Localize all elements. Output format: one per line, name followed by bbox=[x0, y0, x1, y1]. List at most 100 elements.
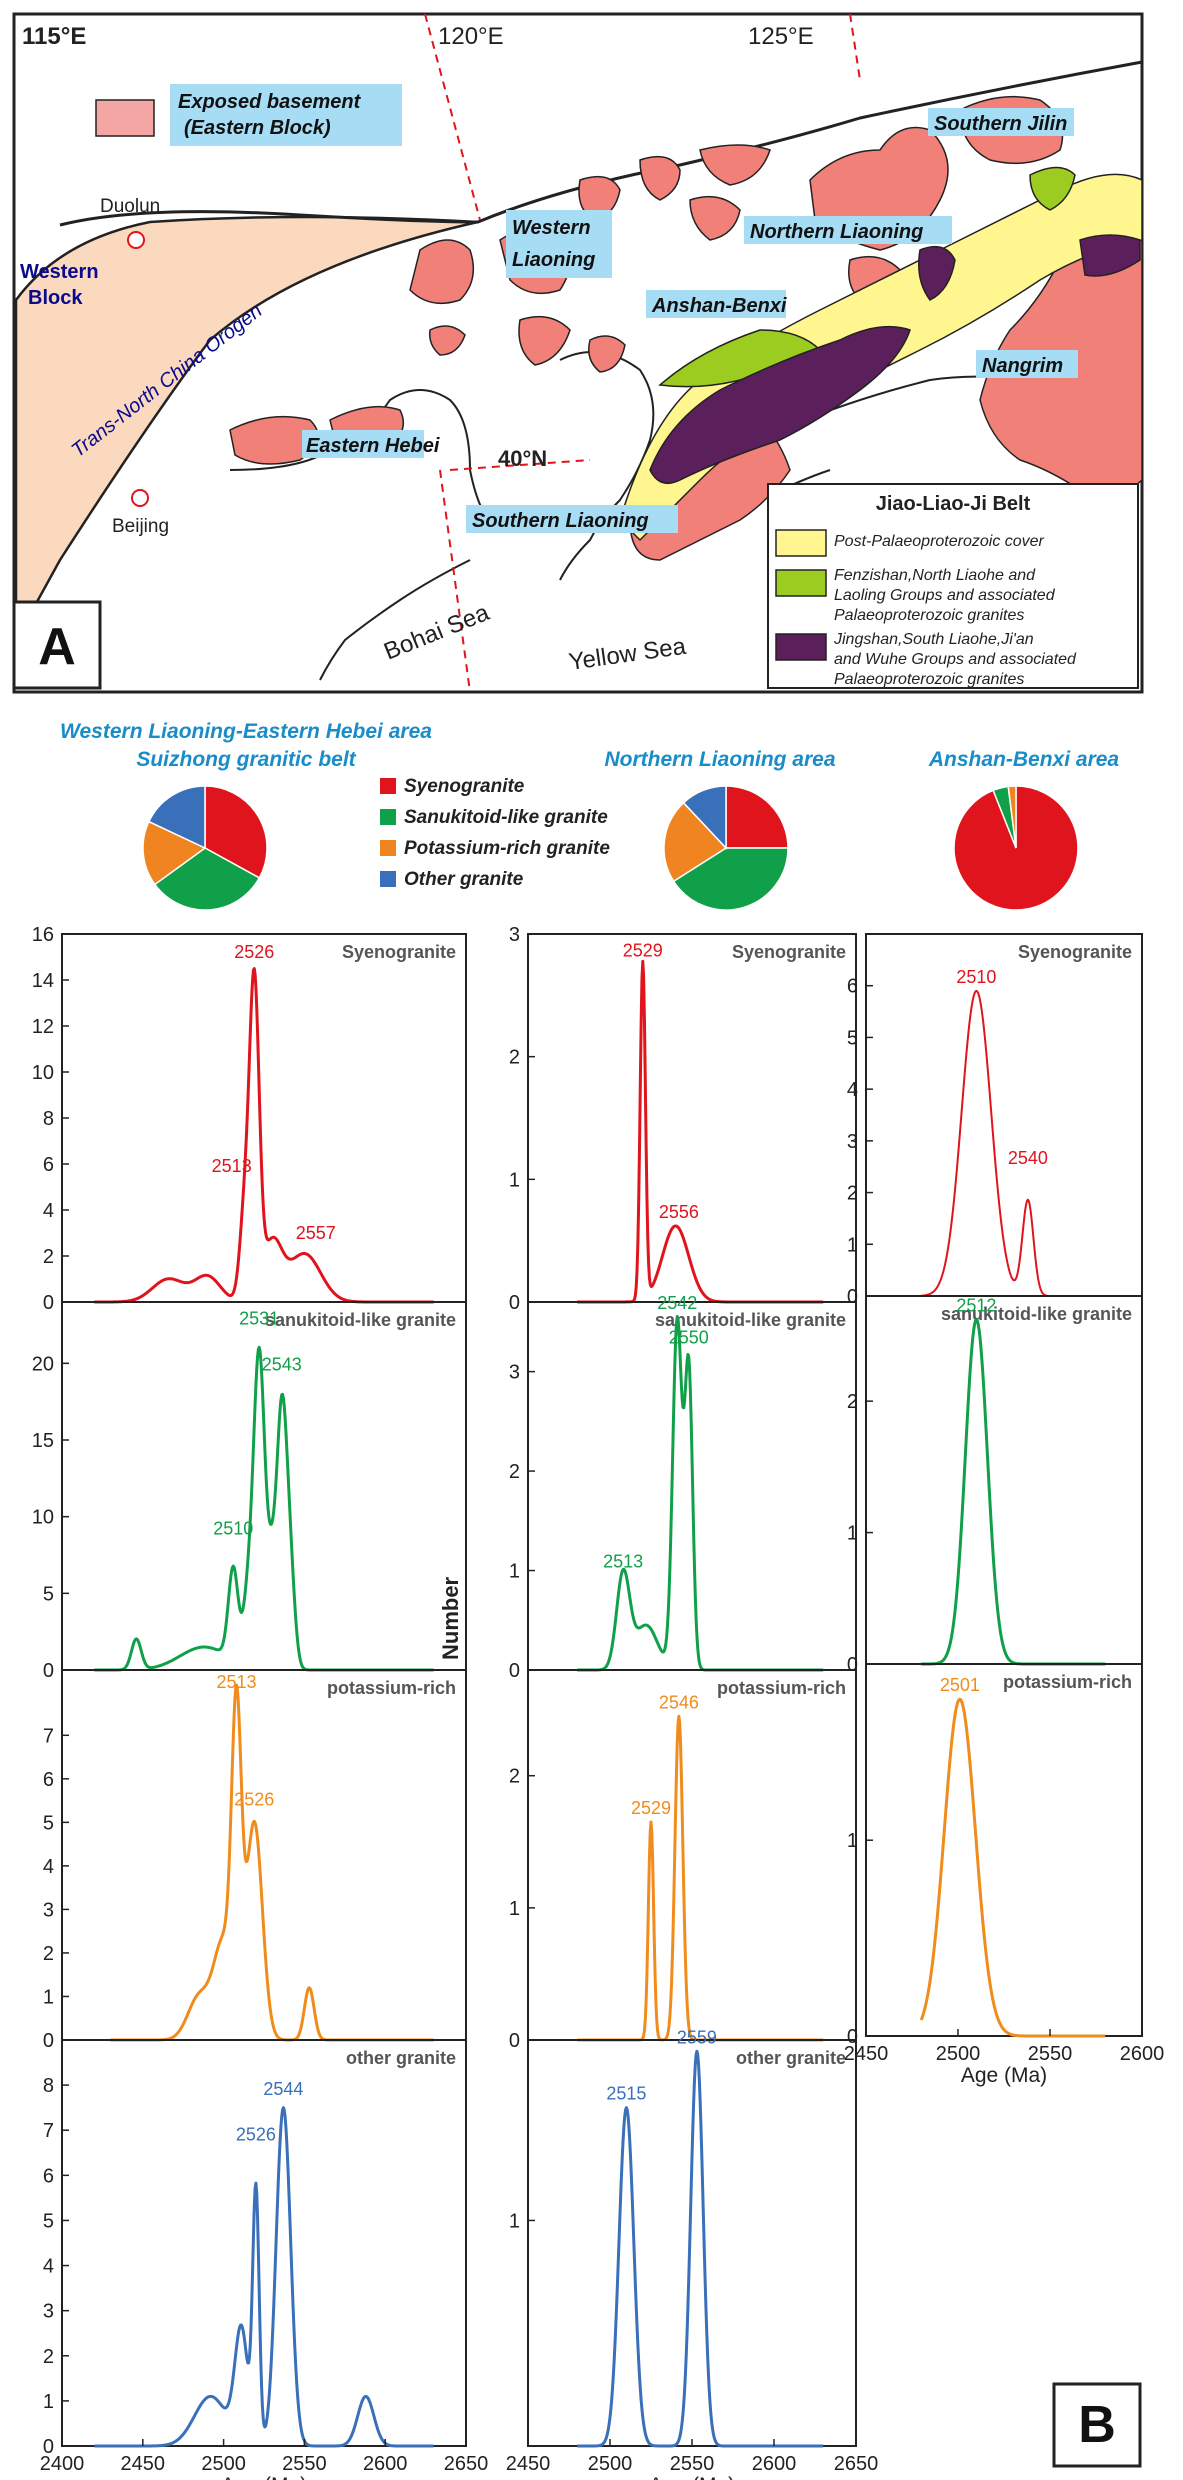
pie-2-slice-3 bbox=[663, 801, 728, 883]
peak-label: 2526 bbox=[236, 2124, 276, 2144]
southern-jilin-bg bbox=[928, 108, 1074, 136]
y-tick-label: 2 bbox=[43, 1246, 54, 1268]
y-tick-label: 1 bbox=[847, 1830, 858, 1852]
kde-curve bbox=[919, 1697, 1106, 2038]
northern-liaoning-bg bbox=[744, 216, 952, 244]
pie-1 bbox=[142, 785, 268, 911]
col1-panel-3: 0 1 2 3 4 5 6 7 potassium-rich 2513 2526 bbox=[43, 1669, 467, 2052]
col2-panel-4: 1 other granite 2515 2559 bbox=[509, 2027, 857, 2448]
age-distribution-plots: 0246810121416Syenogranite252625132557051… bbox=[32, 924, 1165, 2480]
y-tick-label: 10 bbox=[32, 1507, 54, 1529]
belt-legend-text-2-1: Fenzishan,North Liaohe and bbox=[834, 567, 1036, 584]
lon-125-label: 125°E bbox=[748, 23, 814, 50]
kde-curve bbox=[93, 2106, 435, 2448]
y-tick-label: 8 bbox=[43, 1108, 54, 1130]
eastern-hebei-label: Eastern Hebei bbox=[306, 435, 440, 457]
peak-label: 2526 bbox=[234, 1790, 274, 1810]
northern-liaoning-label: Northern Liaoning bbox=[750, 221, 923, 243]
beijing-marker bbox=[131, 489, 149, 507]
y-tick-label: 1 bbox=[847, 1234, 858, 1256]
rock-legend-swatch-2 bbox=[380, 809, 396, 825]
y-tick-label: 20 bbox=[32, 1353, 54, 1375]
y-tick-label: 1 bbox=[847, 1523, 858, 1545]
x-tick-label: 2550 bbox=[282, 2453, 327, 2475]
peak-label: 2556 bbox=[659, 1202, 699, 1222]
y-tick-label: 15 bbox=[32, 1430, 54, 1452]
x-tick-label: 2500 bbox=[936, 2043, 981, 2065]
nangrim-bg bbox=[976, 350, 1078, 378]
y-tick-label: 1 bbox=[509, 1561, 520, 1583]
x-tick-label: 2600 bbox=[1120, 2043, 1165, 2065]
y-tick-label: 1 bbox=[509, 2210, 520, 2232]
panel-title: potassium-rich bbox=[717, 1678, 846, 1698]
y-tick-label: 8 bbox=[43, 2075, 54, 2097]
pie-1-slice-1 bbox=[204, 785, 268, 879]
y-tick-label: 5 bbox=[43, 1583, 54, 1605]
y-tick-label: 3 bbox=[43, 1899, 54, 1921]
peak-label: 2542 bbox=[657, 1293, 697, 1313]
peak-label: 2550 bbox=[669, 1328, 709, 1348]
y-tick-label: 3 bbox=[43, 2301, 54, 2323]
y-tick-label: 3 bbox=[509, 924, 520, 946]
southern-jilin-label: Southern Jilin bbox=[934, 113, 1067, 135]
plot-frame bbox=[865, 1295, 1143, 1665]
belt-legend-swatch-3 bbox=[775, 633, 827, 661]
panel-a-label-box bbox=[12, 600, 102, 690]
area-1-title-1: Western Liaoning-Eastern Hebei area bbox=[60, 720, 432, 743]
eastern-hebei-bg bbox=[302, 430, 424, 458]
duolun-label: Duolun bbox=[100, 196, 160, 217]
peak-label: 2510 bbox=[213, 1519, 253, 1539]
peak-label: 2513 bbox=[217, 1672, 257, 1692]
kde-curve bbox=[576, 1315, 824, 1672]
peak-label: 2501 bbox=[940, 1675, 980, 1695]
column-2: 0 1 2 3 Syenogranite 2529 2556 0 1 2 3 sanukitoid-l… bbox=[506, 924, 879, 2480]
y-tick-label: 4 bbox=[847, 1079, 858, 1101]
y-tick-label: 0 bbox=[847, 2026, 858, 2048]
peak-label: 2513 bbox=[603, 1552, 643, 1572]
exposed-basement-swatch bbox=[95, 99, 155, 137]
y-tick-label: 3 bbox=[847, 1131, 858, 1153]
x-tick-label: 2450 bbox=[844, 2043, 889, 2065]
panel-title: sanukitoid-like granite bbox=[655, 1310, 846, 1330]
x-tick-label: 2450 bbox=[121, 2453, 166, 2475]
belt-legend-title: Jiao-Liao-Ji Belt bbox=[876, 493, 1031, 515]
y-tick-label: 5 bbox=[43, 2210, 54, 2232]
pie-charts bbox=[142, 785, 1079, 911]
belt-legend-text-3-1: Jingshan,South Liaohe,Ji'an bbox=[833, 631, 1034, 648]
y-tick-label: 16 bbox=[32, 924, 54, 946]
y-tick-label: 7 bbox=[43, 2120, 54, 2142]
y-tick-label: 2 bbox=[509, 1047, 520, 1069]
col3-panel-3: 0 1 potassium-rich 2501 bbox=[847, 1663, 1143, 2048]
column-3: 0 1 2 3 4 5 6 Syenogranite 2510 2540 0 1 2 sanukitoid… bbox=[844, 933, 1165, 2087]
kde-curve bbox=[109, 1683, 435, 2042]
plot-frame bbox=[527, 933, 857, 1303]
x-axis-label: Age (Ma) bbox=[649, 2474, 735, 2480]
western-liaoning-bg bbox=[506, 210, 612, 278]
y-tick-label: 4 bbox=[43, 1856, 54, 1878]
y-tick-label: 1 bbox=[509, 1898, 520, 1920]
nangrim-label: Nangrim bbox=[982, 355, 1063, 377]
panel-b-label-box bbox=[1052, 2382, 1142, 2468]
peak-label: 2529 bbox=[623, 941, 663, 961]
x-tick-label: 2550 bbox=[670, 2453, 715, 2475]
peak-label: 2543 bbox=[262, 1355, 302, 1375]
belt-legend-text-1-1: Post-Palaeoproterozoic cover bbox=[834, 533, 1045, 550]
y-tick-label: 2 bbox=[43, 1943, 54, 1965]
exposed-basement-label-bg bbox=[170, 84, 402, 146]
x-tick-label: 2650 bbox=[444, 2453, 489, 2475]
belt-legend-text-2-2: Laoling Groups and associated bbox=[834, 587, 1056, 604]
trans-north-china-orogen bbox=[14, 215, 479, 641]
y-tick-label: 1 bbox=[43, 2391, 54, 2413]
peak-label: 2515 bbox=[606, 2084, 646, 2104]
panel-title: Syenogranite bbox=[1018, 942, 1132, 962]
pie-2-slice-4 bbox=[682, 785, 727, 850]
southern-liaoning-bg bbox=[466, 505, 678, 533]
y-tick-label: 4 bbox=[43, 1200, 54, 1222]
belt-legend-text-2-3: Palaeoproterozoic granites bbox=[834, 607, 1024, 624]
plot-frame bbox=[865, 1663, 1143, 2037]
western-liaoning-label-2: Liaoning bbox=[512, 249, 595, 271]
y-tick-label: 0 bbox=[509, 1660, 520, 1682]
graticule bbox=[424, 13, 861, 693]
